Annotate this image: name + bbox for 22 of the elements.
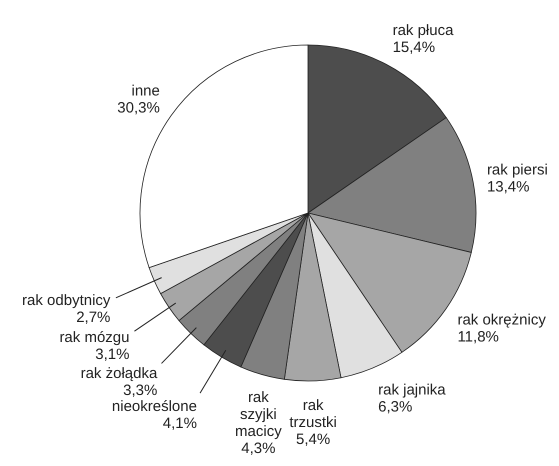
slice-label: rak mózgu: [59, 329, 130, 346]
slice-label: rak płuca: [392, 22, 454, 39]
data-label: 11,8%: [457, 328, 499, 346]
data-label: 2,7%: [76, 309, 110, 326]
slice-label: nieokreślone: [112, 398, 197, 415]
slice-label: rak żołądka: [80, 364, 158, 382]
data-label: 5,4%: [296, 430, 330, 448]
data-label: 3,1%: [95, 346, 130, 364]
slice-label: rak okrężnicy: [457, 312, 546, 329]
slice-label: rak trzustki: [289, 396, 337, 431]
data-label: 4,3%: [241, 440, 276, 457]
data-label: 6,3%: [378, 398, 412, 416]
slice-label: rak szyjki macicy: [235, 388, 282, 440]
slice-label: rak piersi: [486, 162, 548, 179]
data-label: 15,4%: [392, 38, 436, 56]
slice-label: inne: [132, 82, 160, 100]
data-label: 4,1%: [162, 414, 197, 432]
data-label: 30,3%: [117, 99, 160, 116]
data-label: 3,3%: [123, 382, 158, 399]
data-label: 13,4%: [486, 178, 530, 196]
slice-label: rak odbytnicy: [22, 292, 111, 310]
slice-label: rak jajnika: [378, 382, 446, 399]
